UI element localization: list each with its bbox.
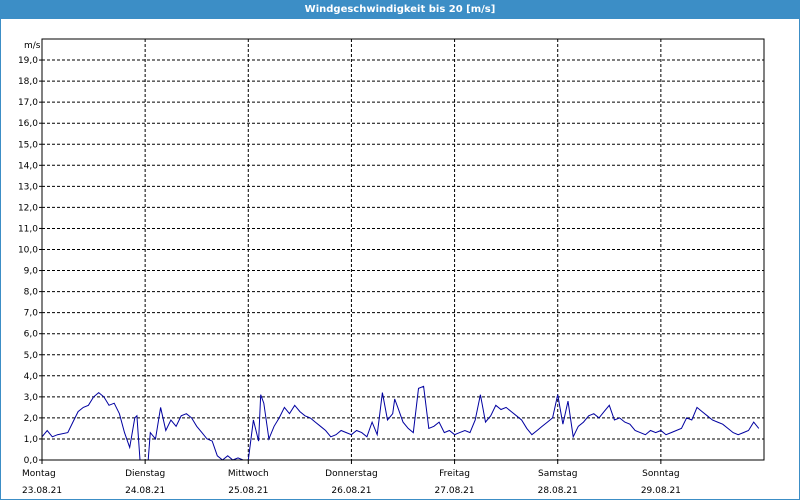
x-tick-label-day: Sonntag xyxy=(642,469,679,479)
y-tick-label: 7,0 xyxy=(24,309,39,319)
y-tick-label: 1,0 xyxy=(24,435,39,445)
y-tick-label: 3,0 xyxy=(24,393,39,403)
x-tick-label-day: Dienstag xyxy=(125,469,165,479)
y-tick-label: 2,0 xyxy=(24,414,39,424)
x-tick-label-date: 29.08.21 xyxy=(641,486,681,496)
x-tick-label-date: 23.08.21 xyxy=(22,486,62,496)
y-tick-label: 11,0 xyxy=(18,224,38,234)
y-tick-label: 5,0 xyxy=(24,351,39,361)
y-tick-label: 19,0 xyxy=(18,56,38,66)
y-tick-label: 18,0 xyxy=(18,77,38,87)
y-tick-label: 13,0 xyxy=(18,182,38,192)
axes xyxy=(39,38,765,464)
y-tick-label: 0,0 xyxy=(24,456,39,466)
y-tick-label: 10,0 xyxy=(18,246,38,256)
wind-speed-series-line xyxy=(41,385,760,461)
x-tick-label-date: 25.08.21 xyxy=(228,486,268,496)
y-tick-label: 17,0 xyxy=(18,98,38,108)
y-tick-label: 12,0 xyxy=(18,203,38,213)
y-tick-label: 16,0 xyxy=(18,119,38,129)
plot-area-border xyxy=(41,38,765,461)
x-tick-label-day: Montag xyxy=(22,469,56,479)
series-layer xyxy=(41,385,760,461)
y-axis-unit-label: m/s xyxy=(24,41,41,51)
y-tick-label: 4,0 xyxy=(24,372,39,382)
y-tick-label: 6,0 xyxy=(24,330,39,340)
grid-lines xyxy=(42,39,764,460)
tick-labels: 0,0 1,0 2,0 3,0 4,0 5,0 6,0 7,0 8,0 9,0 10,0 11,0 12… xyxy=(18,56,681,496)
x-tick-label-day: Donnerstag xyxy=(325,469,378,479)
x-tick-label-day: Mittwoch xyxy=(228,469,269,479)
y-tick-label: 8,0 xyxy=(24,288,39,298)
x-tick-label-date: 28.08.21 xyxy=(538,486,578,496)
x-tick-label-date: 24.08.21 xyxy=(125,486,165,496)
x-tick-label-date: 26.08.21 xyxy=(331,486,371,496)
chart-title: Windgeschwindigkeit bis 20 [m/s] xyxy=(0,0,800,19)
y-tick-label: 15,0 xyxy=(18,140,38,150)
x-tick-label-date: 27.08.21 xyxy=(435,486,475,496)
y-tick-label: 9,0 xyxy=(24,267,39,277)
x-tick-label-day: Freitag xyxy=(439,469,470,479)
y-tick-label: 14,0 xyxy=(18,161,38,171)
x-tick-label-day: Samstag xyxy=(538,469,577,479)
